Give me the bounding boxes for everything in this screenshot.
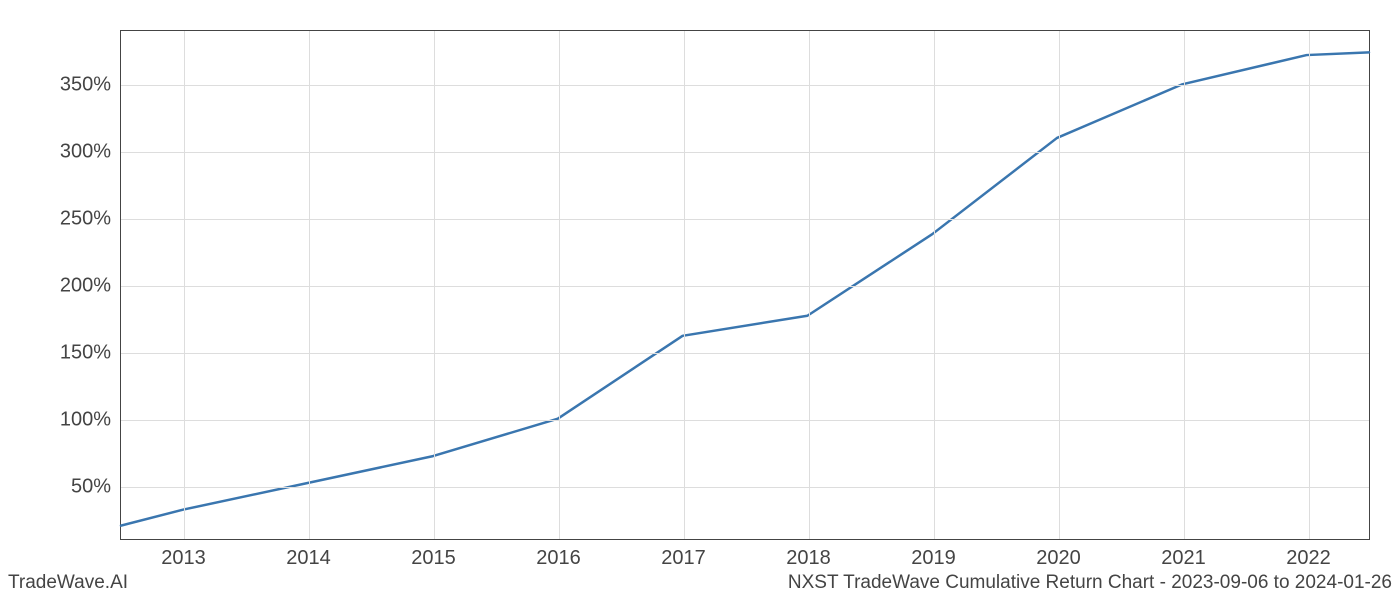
y-tick-label: 300% — [60, 140, 111, 163]
x-tick-label: 2021 — [1161, 547, 1206, 570]
grid-line-vertical — [434, 31, 435, 539]
y-tick-label: 50% — [71, 476, 111, 499]
x-tick-label: 2017 — [661, 547, 706, 570]
x-tick-label: 2018 — [786, 547, 831, 570]
y-tick-label: 100% — [60, 409, 111, 432]
y-tick-label: 250% — [60, 207, 111, 230]
footer-caption: NXST TradeWave Cumulative Return Chart -… — [788, 572, 1392, 594]
grid-line-vertical — [184, 31, 185, 539]
x-tick-label: 2014 — [286, 547, 331, 570]
grid-line-vertical — [309, 31, 310, 539]
grid-line-horizontal — [121, 152, 1369, 153]
chart-container: 2013201420152016201720182019202020212022… — [120, 30, 1370, 540]
grid-line-horizontal — [121, 420, 1369, 421]
grid-line-horizontal — [121, 353, 1369, 354]
x-tick-label: 2022 — [1286, 547, 1331, 570]
grid-line-horizontal — [121, 219, 1369, 220]
x-tick-label: 2019 — [911, 547, 956, 570]
grid-line-vertical — [1059, 31, 1060, 539]
y-tick-label: 350% — [60, 73, 111, 96]
grid-line-vertical — [559, 31, 560, 539]
grid-line-horizontal — [121, 286, 1369, 287]
plot-area: 2013201420152016201720182019202020212022… — [120, 30, 1370, 540]
grid-line-vertical — [809, 31, 810, 539]
x-tick-label: 2015 — [411, 547, 456, 570]
grid-line-vertical — [1309, 31, 1310, 539]
x-tick-label: 2013 — [161, 547, 206, 570]
x-tick-label: 2016 — [536, 547, 581, 570]
footer-branding: TradeWave.AI — [8, 572, 128, 594]
grid-line-vertical — [934, 31, 935, 539]
grid-line-vertical — [684, 31, 685, 539]
y-tick-label: 200% — [60, 275, 111, 298]
grid-line-horizontal — [121, 487, 1369, 488]
y-tick-label: 150% — [60, 342, 111, 365]
grid-line-horizontal — [121, 85, 1369, 86]
x-tick-label: 2020 — [1036, 547, 1081, 570]
grid-line-vertical — [1184, 31, 1185, 539]
